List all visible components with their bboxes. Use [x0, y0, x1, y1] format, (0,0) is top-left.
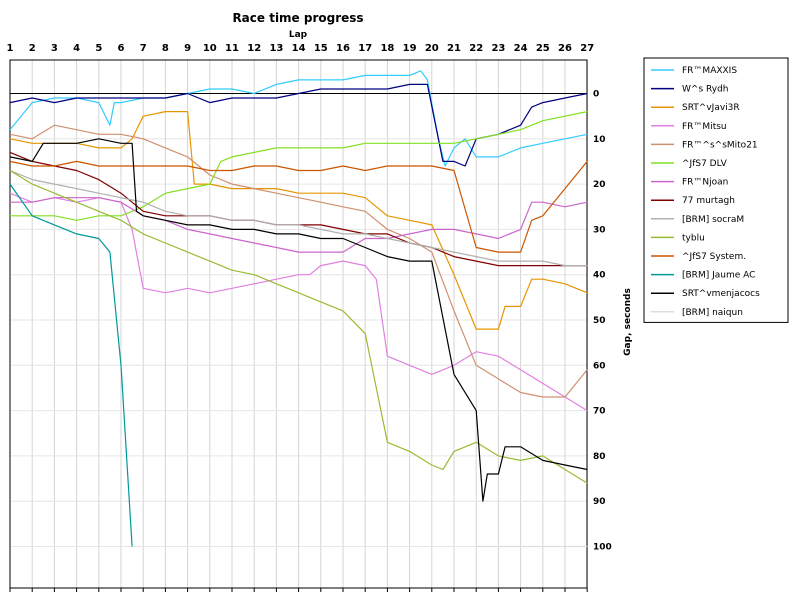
legend-box — [643, 57, 789, 323]
x-tick-label: 26 — [558, 43, 572, 54]
x-tick-label: 9 — [184, 43, 191, 54]
x-tick-label: 3 — [51, 43, 58, 54]
legend-entry-label: FR™MAXXIS — [682, 66, 737, 76]
x-tick-label: 10 — [203, 43, 217, 54]
x-tick-label: 19 — [403, 43, 417, 54]
series-line — [9, 110, 588, 330]
series-line — [10, 197, 588, 253]
legend-entry-label: [BRM] socraM — [682, 215, 744, 225]
x-tick-label: 8 — [162, 43, 169, 54]
x-tick-label: 13 — [269, 43, 283, 54]
x-tick-label: 20 — [425, 43, 439, 54]
x-tick-labels: 1 2 3 4 5 6 7 8 9 10 11 12 13 14 15 16 17 18 19 20 21 22 23 24 2… — [7, 43, 595, 54]
x-tick-label: 12 — [247, 43, 261, 54]
legend-entry-label: SRT^vmenjacocs — [682, 289, 760, 299]
legend-entry-label: ^JfS7 System. — [682, 252, 746, 262]
x-tick-label: 4 — [73, 43, 80, 54]
y-tick-label: 100 — [593, 543, 612, 553]
x-tick-label: 18 — [380, 43, 394, 54]
plot-frame — [9, 59, 588, 589]
legend-entry-label: FR™Mitsu — [682, 122, 727, 132]
x-tick-label: 15 — [314, 43, 328, 54]
legend: FR™MAXXIS W^s Rydh SRT^vJavi3R FR™Mitsu FR™^… — [643, 57, 789, 323]
y-tick-label: 20 — [593, 180, 606, 190]
legend-entry-label: [BRM] naiqun — [682, 308, 743, 318]
y-axis-label: Gap, seconds — [623, 288, 633, 356]
x-tick-label: 17 — [358, 43, 372, 54]
series-line — [9, 124, 588, 398]
y-tick-label: 10 — [593, 135, 606, 145]
series-line — [9, 169, 588, 267]
series-line — [9, 70, 588, 167]
y-tick-labels: 0 10 20 30 40 50 60 70 80 90 100 — [593, 90, 612, 553]
series-line — [9, 169, 588, 484]
x-tick-label: 5 — [95, 43, 102, 54]
x-tick-label: 11 — [225, 43, 239, 54]
legend-entry-label: SRT^vJavi3R — [682, 103, 740, 113]
legend-entry-label: FR™^s^sMito21 — [682, 140, 758, 150]
y-tick-label: 80 — [593, 452, 606, 462]
y-tick-label: 40 — [593, 271, 606, 281]
x-axis-label: Lap — [289, 30, 308, 40]
legend-entry-label: FR™Njoan — [682, 178, 728, 188]
x-tick-label: 1 — [7, 43, 14, 54]
legend-entry-label: [BRM] Jaume AC — [682, 271, 755, 281]
x-tick-label: 25 — [536, 43, 550, 54]
x-tick-label: 24 — [514, 43, 528, 54]
y-tick-label: 50 — [593, 316, 606, 326]
x-tick-label: 22 — [469, 43, 483, 54]
series-line — [9, 160, 588, 253]
x-tick-label: 6 — [118, 43, 125, 54]
chart-title: Race time progress — [232, 11, 363, 25]
y-tick-label: 30 — [593, 225, 606, 235]
x-tick-label: 14 — [292, 43, 306, 54]
legend-entry-label: W^s Rydh — [682, 85, 729, 95]
x-tick-label: 27 — [580, 43, 594, 54]
x-tick-label: 23 — [491, 43, 505, 54]
x-tick-label: 2 — [29, 43, 36, 54]
series-line — [9, 83, 588, 167]
series-line — [9, 183, 133, 547]
y-tick-label: 70 — [593, 407, 606, 417]
x-tick-label: 7 — [140, 43, 147, 54]
y-tick-label: 0 — [593, 90, 599, 100]
legend-entry-label: ^JfS7 DLV — [682, 159, 728, 169]
y-tick-label: 90 — [593, 497, 606, 507]
series-line — [9, 138, 588, 502]
legend-entry-label: 77 murtagh — [682, 196, 735, 206]
series-lines — [9, 70, 588, 548]
y-tick-label: 60 — [593, 361, 606, 371]
x-tick-label: 21 — [447, 43, 461, 54]
x-tick-label: 16 — [336, 43, 350, 54]
legend-entry-label: tyblu — [682, 233, 705, 243]
